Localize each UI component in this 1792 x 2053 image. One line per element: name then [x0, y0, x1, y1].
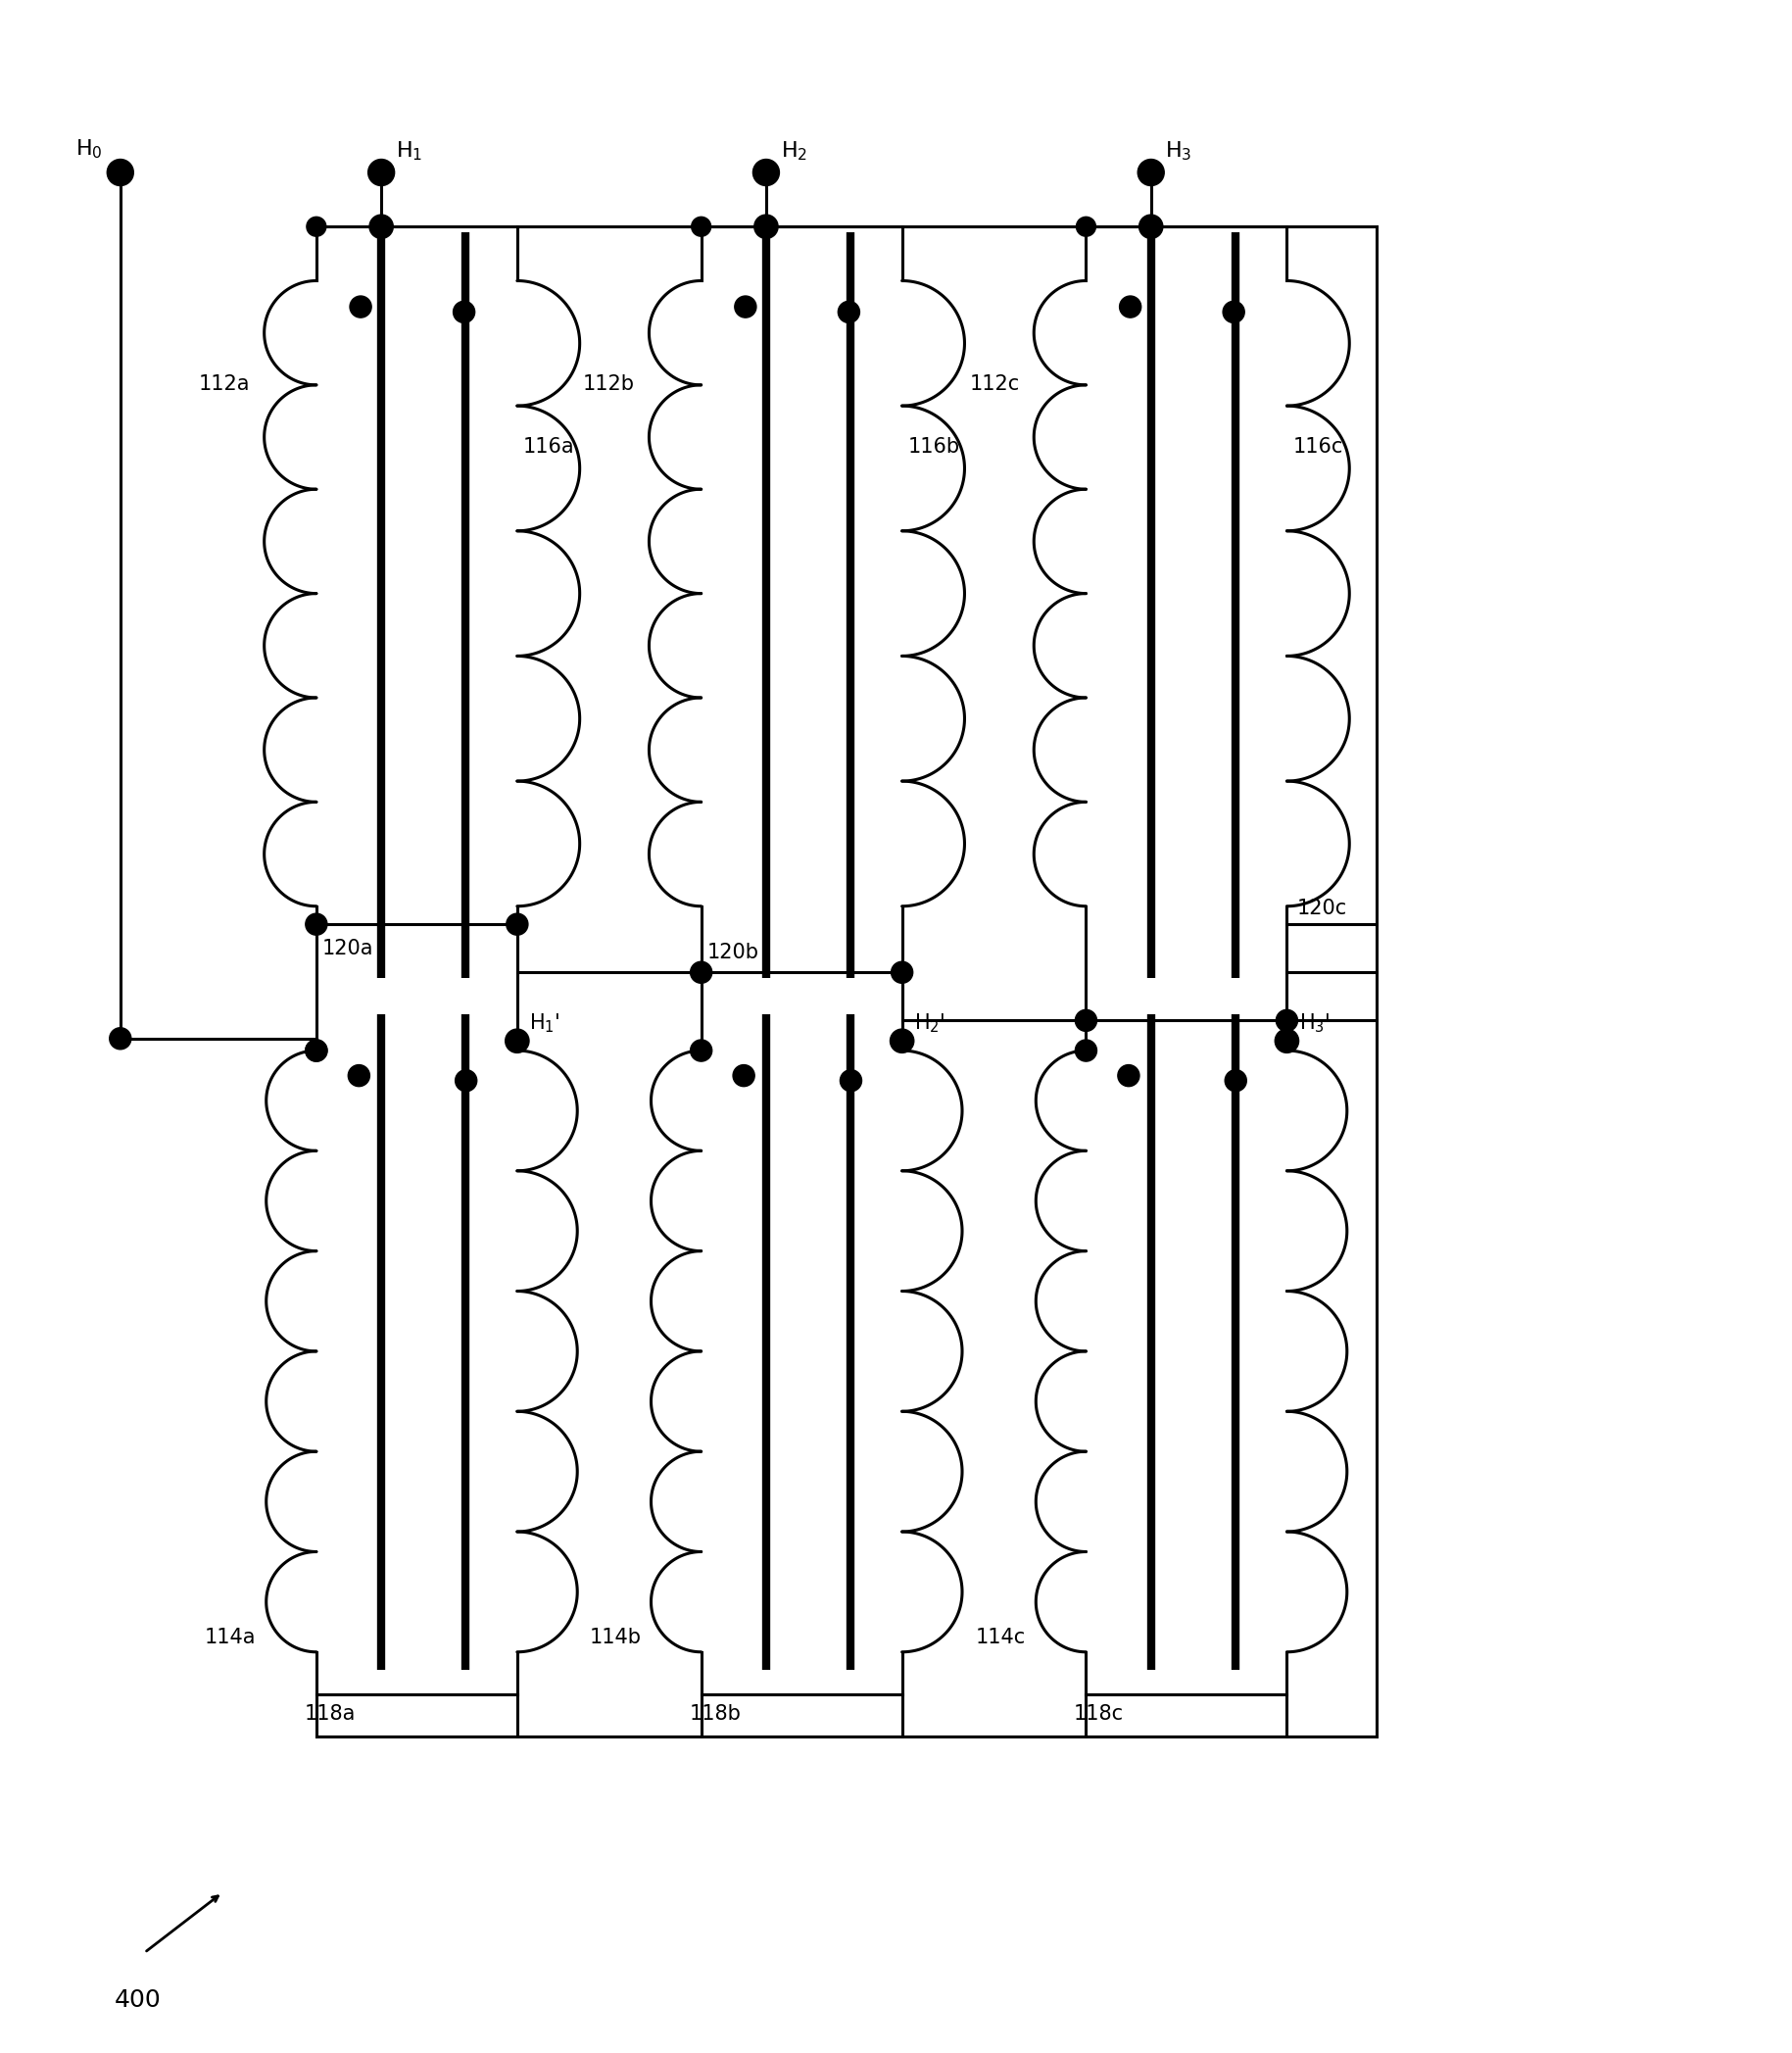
- Circle shape: [1274, 1029, 1299, 1053]
- Text: 114b: 114b: [590, 1628, 642, 1647]
- Text: 112a: 112a: [199, 374, 251, 394]
- Text: 114c: 114c: [975, 1628, 1025, 1647]
- Circle shape: [505, 1029, 529, 1053]
- Circle shape: [1276, 1010, 1297, 1031]
- Text: H$_3$': H$_3$': [1299, 1012, 1330, 1035]
- Circle shape: [690, 1039, 711, 1061]
- Circle shape: [108, 160, 134, 185]
- Circle shape: [1120, 296, 1142, 318]
- Circle shape: [109, 1029, 131, 1049]
- Text: 120c: 120c: [1296, 899, 1346, 918]
- Circle shape: [839, 302, 860, 322]
- Circle shape: [1140, 216, 1163, 238]
- Circle shape: [733, 1066, 754, 1086]
- Circle shape: [840, 1070, 862, 1092]
- Circle shape: [453, 302, 475, 322]
- Text: 116c: 116c: [1292, 437, 1344, 456]
- Circle shape: [367, 160, 394, 185]
- Circle shape: [692, 218, 711, 236]
- Circle shape: [305, 914, 328, 934]
- Text: H$_3$: H$_3$: [1165, 140, 1192, 162]
- Text: 400: 400: [115, 1989, 161, 2012]
- Text: 116a: 116a: [523, 437, 575, 456]
- Text: H$_1$: H$_1$: [396, 140, 423, 162]
- Text: H$_0$: H$_0$: [75, 138, 102, 160]
- Circle shape: [507, 914, 529, 934]
- Text: H$_1$': H$_1$': [529, 1012, 561, 1035]
- Text: 118b: 118b: [690, 1704, 740, 1722]
- Text: 112b: 112b: [582, 374, 634, 394]
- Circle shape: [1118, 1066, 1140, 1086]
- Circle shape: [1226, 1070, 1247, 1092]
- Circle shape: [306, 218, 326, 236]
- Text: H$_2$: H$_2$: [781, 140, 806, 162]
- Circle shape: [891, 1029, 914, 1053]
- Circle shape: [1075, 1039, 1097, 1061]
- Circle shape: [455, 1070, 477, 1092]
- Circle shape: [305, 1039, 328, 1061]
- Text: H$_2$': H$_2$': [914, 1012, 944, 1035]
- Text: 114a: 114a: [204, 1628, 256, 1647]
- Text: 112c: 112c: [969, 374, 1020, 394]
- Text: 118c: 118c: [1073, 1704, 1124, 1722]
- Circle shape: [305, 1039, 328, 1061]
- Circle shape: [1138, 160, 1165, 185]
- Text: 120b: 120b: [708, 942, 760, 963]
- Circle shape: [753, 160, 780, 185]
- Circle shape: [369, 216, 392, 238]
- Circle shape: [348, 1066, 369, 1086]
- Circle shape: [690, 961, 711, 983]
- Circle shape: [735, 296, 756, 318]
- Text: 118a: 118a: [305, 1704, 355, 1722]
- Circle shape: [1075, 1010, 1097, 1031]
- Text: 120a: 120a: [323, 938, 375, 959]
- Text: 116b: 116b: [909, 437, 961, 456]
- Circle shape: [1222, 302, 1244, 322]
- Circle shape: [349, 296, 371, 318]
- Circle shape: [891, 961, 912, 983]
- Circle shape: [754, 216, 778, 238]
- Circle shape: [1077, 218, 1095, 236]
